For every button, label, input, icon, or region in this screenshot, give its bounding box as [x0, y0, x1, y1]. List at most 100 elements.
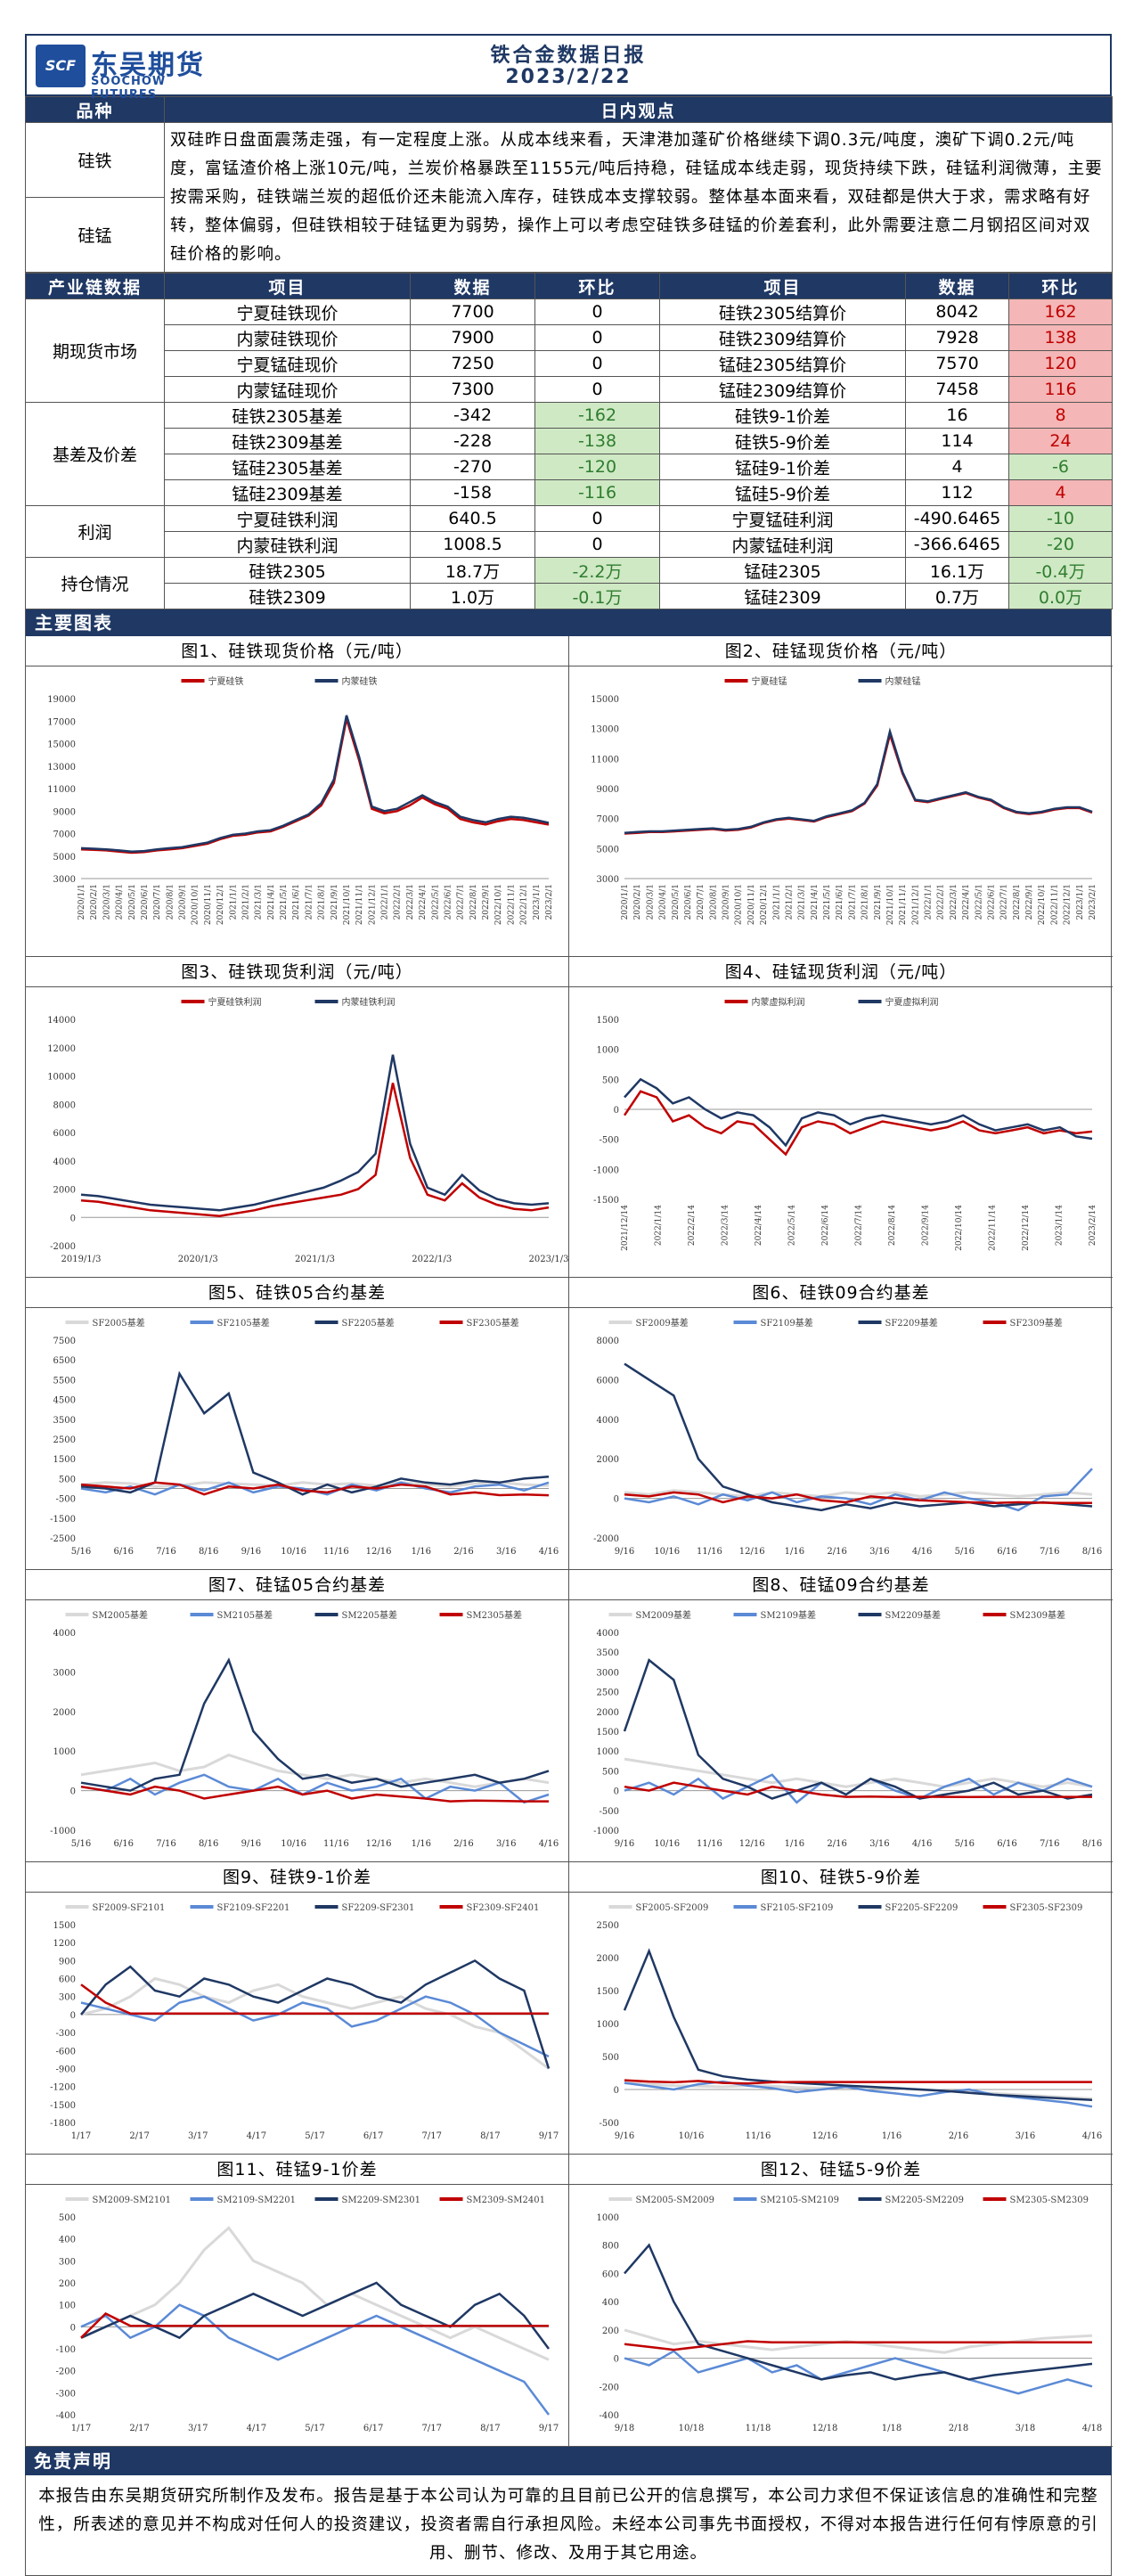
line-chart: 宁夏硅锰 内蒙硅锰 3000 5000 7000 9000 11000 13000 15000 2… [591, 675, 1097, 925]
item-name: 宁夏硅铁现价 [164, 298, 411, 325]
x-tick-label: 2022/5/14 [788, 1205, 797, 1246]
x-tick-label: 2021/1/1 [229, 884, 238, 920]
y-tick-label: 6000 [53, 1129, 76, 1139]
series-line [623, 1948, 1093, 2102]
x-tick-label: 2020/5/1 [128, 884, 137, 920]
legend-label: 内蒙硅铁利润 [342, 996, 396, 1008]
x-tick-label: 2021/7/1 [848, 884, 857, 920]
legend-label: SM2005-SM2009 [636, 2196, 714, 2205]
item2-name: 锰硅2309结算价 [659, 376, 906, 403]
y-tick-label: 5000 [597, 845, 619, 855]
y-tick-label: -1500 [593, 1196, 619, 1206]
legend-label: SF2305-SF2309 [1010, 1903, 1083, 1913]
x-tick-label: 3/17 [188, 2131, 208, 2141]
series-line [624, 1773, 1093, 1804]
y-tick-label: -900 [56, 2065, 76, 2074]
x-tick-label: 2021/4/1 [811, 884, 820, 920]
y-tick-label: 0 [614, 2086, 619, 2096]
variety-ferrosilicon: 硅铁 [25, 122, 165, 198]
y-tick-label: 0 [614, 1495, 619, 1505]
y-tick-label: 600 [602, 2269, 619, 2279]
item-change: 0 [534, 531, 660, 558]
legend-label: SM2105-SM2109 [761, 2196, 839, 2205]
y-tick-label: 500 [59, 2213, 76, 2223]
chart-title: 图1、硅铁现货价格（元/吨） [26, 636, 568, 666]
x-tick-label: 8/16 [1082, 1547, 1102, 1557]
series-line [623, 1090, 1093, 1157]
x-tick-label: 2020/5/1 [672, 884, 681, 920]
x-tick-label: 11/16 [323, 1547, 349, 1557]
x-tick-label: 6/16 [997, 1839, 1016, 1849]
y-tick-label: 2000 [53, 1708, 76, 1718]
x-tick-label: 11/16 [746, 2131, 771, 2141]
x-tick-label: 7/16 [1040, 1547, 1059, 1557]
y-tick-label: 6500 [53, 1356, 76, 1366]
x-tick-label: 2020/9/1 [722, 884, 731, 920]
data-group-name: 利润 [25, 505, 165, 558]
series-line [80, 1481, 550, 1497]
main-charts-section-title: 主要图表 [25, 609, 1112, 636]
legend-label: SM2109基差 [761, 1609, 817, 1621]
x-tick-label: 2022/6/1 [987, 884, 996, 920]
item2-name: 锰硅2305结算价 [659, 350, 906, 377]
legend-label: SM2009-SM2101 [93, 2196, 171, 2205]
item2-change: 4 [1008, 479, 1113, 506]
x-tick-label: 2022/3/1 [950, 884, 959, 920]
item-value: 18.7万 [410, 557, 535, 584]
x-tick-label: 3/16 [869, 1839, 889, 1849]
x-tick-label: 5/16 [71, 1547, 91, 1557]
item-change: 0 [534, 298, 660, 325]
x-tick-label: 2021/5/1 [280, 884, 289, 920]
data-table-header: 项目 [164, 273, 411, 299]
y-tick-label: -200 [56, 2367, 76, 2377]
x-tick-label: 2020/1/1 [78, 884, 86, 920]
x-tick-label: 9/16 [615, 1839, 634, 1849]
item-name: 硅铁2305基差 [164, 402, 411, 429]
y-tick-label: -1800 [50, 2119, 76, 2129]
item-change: -0.1万 [534, 583, 660, 609]
item2-change: -6 [1008, 454, 1113, 480]
legend-label: 宁夏硅铁利润 [208, 996, 262, 1008]
x-tick-label: 2022/9/14 [922, 1205, 931, 1246]
item-value: -228 [410, 428, 535, 454]
series-line [80, 1481, 550, 1488]
x-tick-label: 2022/1/1 [925, 884, 934, 920]
x-tick-label: 2021/6/1 [836, 884, 844, 920]
legend-label: SF2309-SF2401 [467, 1903, 540, 1913]
y-tick-label: 7000 [53, 830, 76, 840]
legend-label: SM2005基差 [93, 1609, 149, 1621]
legend-label: SF2205-SF2209 [885, 1903, 959, 1913]
x-tick-label: 4/16 [539, 1839, 559, 1849]
y-tick-label: 5500 [53, 1376, 76, 1386]
x-tick-label: 2023/2/1 [1089, 884, 1097, 920]
y-tick-label: -200 [600, 2383, 619, 2392]
y-tick-label: 4000 [597, 1629, 619, 1639]
item2-name: 硅铁2305结算价 [659, 298, 906, 325]
chart-panel: 图1、硅铁现货价格（元/吨） 宁夏硅铁 内蒙硅铁 3000 5000 7000 9000 11… [26, 636, 569, 957]
y-tick-label: 1500 [597, 1987, 619, 1997]
series-line [624, 2340, 1092, 2351]
y-tick-label: 3000 [597, 875, 619, 885]
x-tick-label: 2020/8/1 [166, 884, 175, 920]
x-tick-label: 2021/7/1 [305, 884, 314, 920]
y-tick-label: 1500 [53, 1921, 76, 1931]
item-change: -138 [534, 428, 660, 454]
series-line [624, 2079, 1092, 2085]
item2-change: -20 [1008, 531, 1113, 558]
series-line [624, 1468, 1093, 1512]
chart-title: 图6、硅铁09合约基差 [569, 1278, 1113, 1308]
intraday-view-text: 双硅昨日盘面震荡走强，有一定程度上涨。从成本线来看，天津港加蓬矿价格继续下调0.… [164, 122, 1113, 273]
x-tick-label: 2/16 [453, 1547, 473, 1557]
line-chart: SM2005基差 SM2105基差 SM2205基差 SM2305基差 -1000 0 10… [50, 1609, 559, 1849]
x-tick-label: 11/18 [746, 2424, 771, 2433]
x-tick-label: 4/16 [912, 1547, 932, 1557]
item2-value: 8042 [905, 298, 1009, 325]
x-tick-label: 2021/1/1 [772, 884, 781, 920]
series-line [80, 1370, 550, 1496]
legend-label: 内蒙虚拟利润 [752, 996, 805, 1008]
legend-label: SM2209基差 [885, 1609, 942, 1621]
y-tick-label: 1000 [597, 1046, 619, 1056]
item2-name: 宁夏锰硅利润 [659, 505, 906, 532]
x-tick-label: 2/17 [129, 2131, 149, 2141]
y-tick-label: -400 [600, 2411, 619, 2421]
